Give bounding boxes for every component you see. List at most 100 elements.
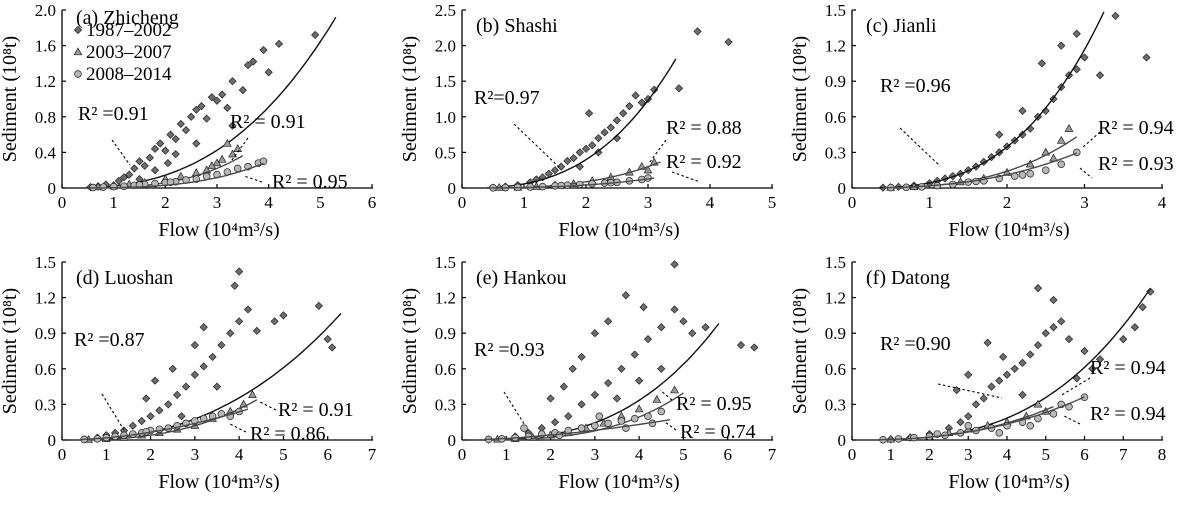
y-axis-label: Sediment (10⁸t) [399, 36, 421, 162]
data-point [164, 400, 173, 409]
data-point [1130, 323, 1139, 332]
y-tick-label: 0 [448, 179, 457, 198]
data-point [228, 121, 237, 130]
y-tick-label: 1.5 [825, 253, 846, 272]
data-point [999, 352, 1008, 362]
y-tick-label: 0.8 [35, 108, 56, 127]
data-point [546, 394, 555, 403]
x-tick-label: 2 [1003, 193, 1012, 212]
data-point [166, 130, 175, 139]
panel-1: 0 1 2 3 4 5 6 0 0.4 0.8 1.2 1.6 2.0 Flow (10⁴m³/s) Sed… [0, 1, 376, 241]
data-point [595, 412, 604, 421]
data-point [264, 68, 273, 77]
data-point [604, 419, 612, 428]
data-point [577, 400, 586, 409]
data-point [604, 378, 613, 388]
x-tick-label: 4 [235, 445, 244, 464]
y-tick-label: 1.5 [825, 1, 846, 20]
data-point [575, 148, 584, 157]
y-tick-label: 1.5 [435, 253, 456, 272]
r2-label: R² = 0.93 [1098, 153, 1174, 175]
x-tick-label: 6 [1080, 445, 1089, 464]
data-point [1057, 41, 1066, 50]
r2-leader-line [259, 401, 277, 411]
x-tick-label: 3 [1080, 193, 1089, 212]
data-point [1033, 340, 1043, 350]
legend-label: 2003–2007 [86, 42, 172, 63]
data-point [226, 329, 235, 338]
y-axis-label: Sediment (10⁸t) [399, 288, 421, 414]
data-point [208, 352, 217, 362]
r2-leader-line [243, 175, 263, 183]
x-tick-label: 5 [1042, 445, 1051, 464]
data-point [1142, 53, 1151, 62]
r2-leader-line [659, 389, 673, 401]
series-circle [484, 407, 671, 444]
y-axis-label: Sediment (10⁸t) [789, 288, 811, 414]
data-point [1057, 160, 1065, 169]
data-point [270, 317, 279, 326]
data-point [128, 421, 137, 430]
series-diamond [79, 267, 342, 444]
data-point [1026, 422, 1034, 430]
data-point [1041, 106, 1050, 115]
x-axis-label: Flow (10⁴m³/s) [158, 219, 279, 241]
y-axis-label: Sediment (10⁸t) [0, 288, 21, 414]
r2-label: R² =0.87 [74, 329, 145, 351]
y-tick-label: 0 [838, 179, 847, 198]
data-point [314, 301, 323, 311]
data-point [192, 105, 201, 114]
y-tick-label: 1.2 [35, 289, 56, 308]
data-point [588, 141, 597, 150]
data-point [135, 157, 144, 166]
data-point [621, 291, 630, 300]
x-tick-label: 3 [191, 445, 200, 464]
data-point [600, 128, 609, 137]
data-point [581, 144, 591, 153]
data-point [212, 96, 222, 105]
data-point [233, 164, 242, 173]
data-point [657, 407, 666, 416]
data-point [207, 93, 216, 102]
series-circle [79, 407, 249, 444]
r2-leader-line [664, 421, 677, 431]
data-point [150, 376, 160, 385]
series-circle [486, 174, 655, 192]
r2-leader-line [1079, 167, 1093, 179]
r2-leader-line [111, 139, 131, 166]
x-tick-label: 1 [502, 445, 511, 464]
y-tick-label: 0 [448, 431, 457, 450]
x-tick-label: 6 [723, 445, 732, 464]
x-tick-label: 2 [582, 193, 591, 212]
data-point [724, 37, 733, 47]
r2-leader-line [229, 423, 247, 433]
y-tick-label: 0.6 [435, 360, 456, 379]
fit-line [486, 177, 655, 189]
panel-title: (d) Luoshan [76, 267, 173, 289]
legend-marker [73, 47, 83, 56]
data-point [693, 27, 702, 36]
fit-line [79, 408, 249, 441]
data-point [1049, 410, 1058, 418]
series-circle [879, 393, 1089, 444]
data-point [563, 181, 572, 189]
data-point [956, 418, 965, 427]
data-point [619, 109, 628, 118]
data-point [657, 364, 666, 373]
data-point [328, 343, 337, 352]
y-axis-label: Sediment (10⁸t) [0, 36, 21, 162]
data-point [630, 350, 639, 359]
data-point [1010, 364, 1019, 373]
data-point [637, 98, 646, 107]
x-tick-label: 2 [925, 445, 934, 464]
x-tick-label: 0 [458, 193, 467, 212]
data-point [670, 260, 679, 269]
y-tick-label: 1.5 [435, 72, 456, 91]
data-point [145, 153, 154, 162]
data-point [494, 182, 504, 191]
data-point [151, 179, 159, 188]
data-point [1088, 364, 1097, 373]
data-point [594, 148, 603, 157]
data-point [311, 30, 320, 40]
